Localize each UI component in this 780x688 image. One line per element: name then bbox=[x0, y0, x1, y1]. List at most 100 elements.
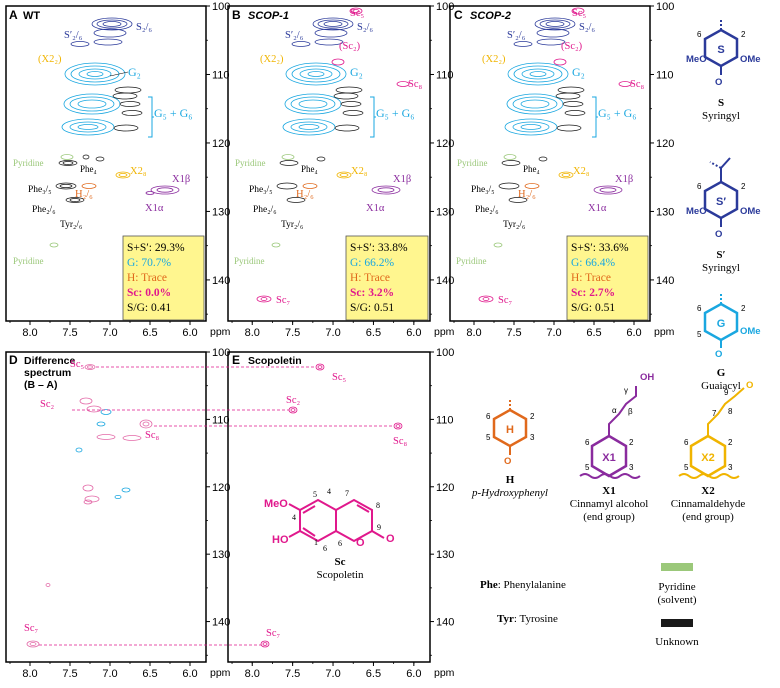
svg-text:8: 8 bbox=[376, 501, 380, 510]
structure-h-name: p-Hydroxyphenyl bbox=[471, 487, 548, 499]
label-x22: (X2₂) bbox=[38, 54, 62, 65]
label-c-g2: G₂ bbox=[572, 65, 585, 79]
label-c-sp26: S′₂/₆ bbox=[507, 30, 526, 41]
label-b-pyridine-2: Pyridine bbox=[234, 256, 265, 266]
structure-x2-end: (end group) bbox=[682, 511, 734, 523]
svg-text:6: 6 bbox=[323, 544, 327, 553]
panel-a-frame bbox=[5, 5, 207, 322]
label-c-x22: (X2₂) bbox=[482, 54, 506, 65]
summary-a-sg: S/G: 0.41 bbox=[127, 302, 171, 314]
summary-c-g: G: 66.4% bbox=[571, 257, 616, 269]
x-tick-label-e-2: 7.0 bbox=[325, 668, 340, 680]
y-tick-label-b-1: 110 bbox=[436, 69, 454, 81]
panel-e-letter: E bbox=[232, 353, 240, 367]
connector-lines bbox=[39, 366, 394, 646]
x-axis-unit-b: ppm bbox=[434, 326, 455, 338]
panel-b-frame bbox=[227, 5, 431, 322]
structure-x1-ring-label: X1 bbox=[602, 452, 615, 464]
label-b-x28: X2₈ bbox=[351, 166, 368, 177]
x2-contours bbox=[115, 171, 131, 179]
svg-text:γ: γ bbox=[624, 386, 628, 395]
y-tick-label-b-0: 100 bbox=[436, 1, 454, 13]
label-c-pyridine-1: Pyridine bbox=[457, 158, 488, 168]
panel-b-letter: B bbox=[232, 8, 241, 22]
svg-text:2: 2 bbox=[741, 304, 746, 313]
x-tick-label-e-1: 7.5 bbox=[285, 668, 300, 680]
sc-contours bbox=[256, 7, 410, 303]
structure-x2-code: X2 bbox=[701, 485, 715, 497]
x-tick-label-c-4: 6.0 bbox=[626, 327, 641, 339]
label-b-g56: G₅ + G₆ bbox=[376, 106, 414, 120]
svg-text:2: 2 bbox=[728, 438, 733, 447]
legend-pyridine-label: Pyridine bbox=[658, 581, 695, 593]
x-tick-label-c-3: 6.5 bbox=[586, 327, 601, 339]
panel-d-letter: D bbox=[9, 353, 18, 367]
svg-text:4: 4 bbox=[327, 487, 331, 496]
svg-text:5: 5 bbox=[313, 490, 317, 499]
label-b-phe26: Phe₂/₆ bbox=[253, 205, 277, 215]
label-b-g2: G₂ bbox=[350, 65, 363, 79]
panel-b-title: SCOP-1 bbox=[248, 10, 289, 22]
legend-pyridine-swatch bbox=[661, 563, 693, 571]
legend-unknown-swatch bbox=[661, 619, 693, 627]
label-b-phe4: Phe₄ bbox=[301, 164, 318, 174]
summary-b-sc: Sc: 3.2% bbox=[350, 287, 394, 299]
y-tick-label-d-3: 130 bbox=[212, 549, 230, 561]
summary-box-b: S+S′: 33.8% G: 66.2% H: Trace Sc: 3.2% S… bbox=[345, 235, 429, 321]
label-g2: G₂ bbox=[128, 65, 141, 79]
panel-a: A WT bbox=[5, 5, 207, 322]
legend-pyridine-solvent: (solvent) bbox=[657, 594, 696, 606]
svg-text:MeO: MeO bbox=[686, 206, 707, 217]
label-b-phe35: Phe₃/₅ bbox=[249, 185, 273, 195]
x-tick-label-c-0: 8.0 bbox=[466, 327, 481, 339]
x-axis-unit-c: ppm bbox=[654, 326, 675, 338]
scopoletin-name: Scopoletin bbox=[316, 569, 364, 581]
structure-x1-end: (end group) bbox=[583, 511, 635, 523]
label-c-x1a: X1α bbox=[588, 203, 607, 214]
x-tick-label-a-0: 8.0 bbox=[22, 327, 37, 339]
svg-text:2: 2 bbox=[741, 30, 746, 39]
summary-c-ss: S+S′: 33.6% bbox=[571, 242, 629, 254]
svg-text:HO: HO bbox=[272, 534, 289, 546]
y-tick-label-e-1: 110 bbox=[436, 414, 454, 426]
structure-s-code: S bbox=[718, 97, 724, 109]
structure-s-ring-label: S bbox=[717, 44, 724, 56]
unknown-contours bbox=[55, 86, 143, 203]
x-tick-label-b-2: 7.0 bbox=[325, 327, 340, 339]
label-c-s26: S₂/₆ bbox=[579, 22, 595, 33]
structure-sp-name: Syringyl bbox=[702, 262, 740, 274]
x-tick-label-b-4: 6.0 bbox=[406, 327, 421, 339]
label-x1b: X1β bbox=[172, 174, 190, 185]
structure-sp-ring-label: S′ bbox=[716, 196, 726, 208]
y-tick-label-c-1: 110 bbox=[656, 69, 674, 81]
svg-text:3: 3 bbox=[728, 463, 733, 472]
x-tick-label-b-3: 6.5 bbox=[366, 327, 381, 339]
label-c-sc8: Sc₈ bbox=[630, 79, 645, 90]
legend-phe-abbr: Phe bbox=[480, 579, 498, 591]
label-b-tyr26: Tyr₂/₆ bbox=[281, 220, 303, 230]
panel-d: D Difference spectrum (B – A) bbox=[5, 351, 207, 663]
svg-text:5: 5 bbox=[585, 463, 590, 472]
x1-contours bbox=[145, 185, 180, 195]
panel-d-title-3: (B – A) bbox=[24, 379, 57, 391]
panel-a-contours bbox=[49, 17, 180, 248]
svg-text:3: 3 bbox=[530, 433, 535, 442]
summary-c-sg: S/G: 0.51 bbox=[571, 302, 615, 314]
y-tick-label-a-3: 130 bbox=[212, 206, 230, 218]
x-tick-label-b-1: 7.5 bbox=[285, 327, 300, 339]
svg-text:6: 6 bbox=[585, 438, 590, 447]
svg-text:MeO: MeO bbox=[686, 54, 707, 65]
svg-text:2: 2 bbox=[530, 412, 535, 421]
peak-labels-c: Sc₅ S₂/₆ S′₂/₆ (Sc₂) (X2₂) G₂ Sc₈ G₅ + G… bbox=[456, 8, 645, 306]
panel-b-contours bbox=[256, 7, 410, 303]
summary-b-ss: S+S′: 33.8% bbox=[350, 242, 408, 254]
svg-text:O: O bbox=[504, 456, 511, 467]
x-axis-unit-a: ppm bbox=[210, 326, 231, 338]
legend-unknown-label: Unknown bbox=[655, 636, 699, 648]
label-d-sc2: Sc₂ bbox=[40, 399, 55, 410]
label-c-tyr26: Tyr₂/₆ bbox=[503, 220, 525, 230]
svg-text:5: 5 bbox=[684, 463, 689, 472]
pyridine-contours bbox=[49, 154, 74, 248]
svg-text:O: O bbox=[386, 533, 395, 545]
